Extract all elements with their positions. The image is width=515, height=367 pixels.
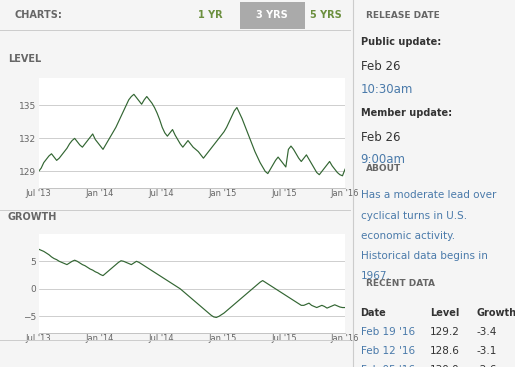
Text: -2.6: -2.6 [476,365,497,367]
Text: Feb 05 '16: Feb 05 '16 [360,365,415,367]
Text: Feb 26: Feb 26 [360,60,400,73]
Text: 1967.: 1967. [360,271,390,281]
Text: -3.4: -3.4 [476,327,497,337]
Text: -3.1: -3.1 [476,346,497,356]
Text: 128.6: 128.6 [430,346,460,356]
Text: 130.0: 130.0 [430,365,460,367]
Text: LEVEL: LEVEL [8,54,41,64]
Text: Public update:: Public update: [360,37,441,47]
Text: Feb 26: Feb 26 [360,131,400,144]
Text: Has a moderate lead over: Has a moderate lead over [360,190,496,200]
Text: Date: Date [360,308,386,318]
Text: 9:00am: 9:00am [360,153,405,167]
Text: 129.2: 129.2 [430,327,460,337]
Text: Feb 19 '16: Feb 19 '16 [360,327,415,337]
Text: Growth: Growth [476,308,515,318]
Text: Feb 12 '16: Feb 12 '16 [360,346,415,356]
Text: Level: Level [430,308,459,318]
Text: 3 YRS: 3 YRS [256,10,288,20]
Text: CHARTS:: CHARTS: [14,10,62,20]
Text: Historical data begins in: Historical data begins in [360,251,487,261]
Text: 10:30am: 10:30am [360,83,413,96]
Text: RELEASE DATE: RELEASE DATE [366,11,439,19]
Bar [240,1,305,29]
Text: Member update:: Member update: [360,108,452,118]
Text: cyclical turns in U.S.: cyclical turns in U.S. [360,211,467,221]
Text: ABOUT: ABOUT [366,164,401,172]
Text: economic activity.: economic activity. [360,231,455,241]
Text: GROWTH: GROWTH [8,212,57,222]
Text: 5 YRS: 5 YRS [310,10,341,20]
Text: 1 YR: 1 YR [198,10,222,20]
Text: RECENT DATA: RECENT DATA [366,279,435,288]
